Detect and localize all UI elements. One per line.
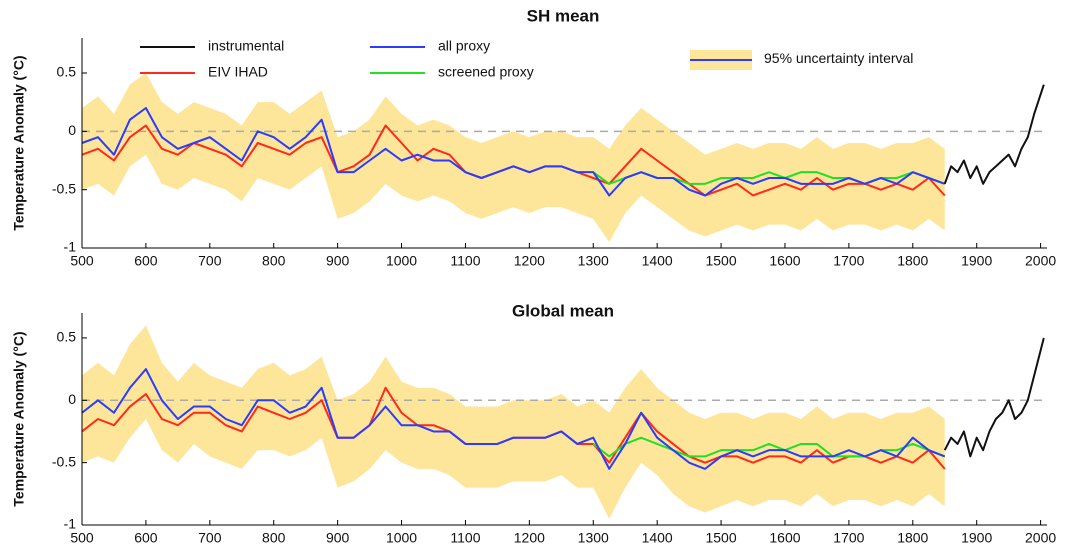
x-tick-label: 500 — [70, 253, 94, 269]
y-axis-label: Temperature Anomaly (°C) — [11, 55, 27, 230]
x-tick-label: 1900 — [961, 530, 992, 546]
x-tick-label: 1100 — [450, 530, 480, 546]
x-tick-label: 1800 — [897, 253, 928, 269]
series-line — [943, 84, 1045, 185]
y-tick-label: 0 — [68, 391, 76, 407]
x-tick-label: 1700 — [833, 530, 864, 546]
x-tick-label: 800 — [262, 530, 286, 546]
legend-label: 95% uncertainty interval — [764, 50, 914, 66]
x-tick-label: 900 — [326, 253, 350, 269]
chart-title: Global mean — [512, 301, 614, 320]
y-tick-label: 0.5 — [57, 329, 77, 345]
x-tick-label: 1500 — [705, 253, 736, 269]
x-tick-label: 1100 — [450, 253, 480, 269]
x-tick-label: 800 — [262, 253, 286, 269]
x-tick-label: 1200 — [514, 253, 545, 269]
legend-box: 95% uncertainty interval — [764, 50, 914, 66]
x-tick-label: 2000 — [1025, 253, 1056, 269]
chart-title: SH mean — [527, 6, 600, 25]
uncertainty-band — [82, 73, 945, 243]
x-tick-label: 700 — [198, 530, 222, 546]
x-tick-label: 1800 — [897, 530, 928, 546]
x-tick-label: 1400 — [642, 530, 673, 546]
x-tick-label: 1600 — [769, 530, 800, 546]
y-tick-label: -1 — [64, 516, 77, 532]
y-tick-label: 0.5 — [57, 64, 77, 80]
legend-label: instrumental — [208, 38, 284, 54]
x-tick-label: 2000 — [1025, 530, 1056, 546]
x-tick-label: 1500 — [705, 530, 736, 546]
y-axis-label: Temperature Anomaly (°C) — [11, 331, 27, 506]
y-tick-label: -0.5 — [52, 453, 76, 469]
x-tick-label: 1900 — [961, 253, 992, 269]
y-tick-label: 0 — [68, 122, 76, 138]
legend-label: EIV IHAD — [208, 64, 268, 80]
x-tick-label: 500 — [70, 530, 94, 546]
x-tick-label: 1000 — [386, 530, 417, 546]
series-line — [943, 337, 1045, 458]
x-tick-label: 1300 — [578, 253, 609, 269]
x-tick-label: 1000 — [386, 253, 417, 269]
series-line — [81, 368, 946, 470]
legend-label: all proxy — [438, 38, 490, 54]
y-tick-label: -1 — [64, 239, 77, 255]
x-tick-label: 600 — [134, 253, 158, 269]
legend-label: screened proxy — [438, 64, 534, 80]
x-tick-label: 1600 — [769, 253, 800, 269]
x-tick-label: 700 — [198, 253, 222, 269]
x-tick-label: 1200 — [514, 530, 545, 546]
series-line — [592, 436, 946, 458]
uncertainty-band — [82, 325, 945, 519]
series-line — [81, 107, 946, 197]
x-tick-label: 900 — [326, 530, 350, 546]
x-tick-label: 1700 — [833, 253, 864, 269]
x-tick-label: 1300 — [578, 530, 609, 546]
x-tick-label: 1400 — [642, 253, 673, 269]
x-tick-label: 600 — [134, 530, 158, 546]
y-tick-label: -0.5 — [52, 180, 76, 196]
